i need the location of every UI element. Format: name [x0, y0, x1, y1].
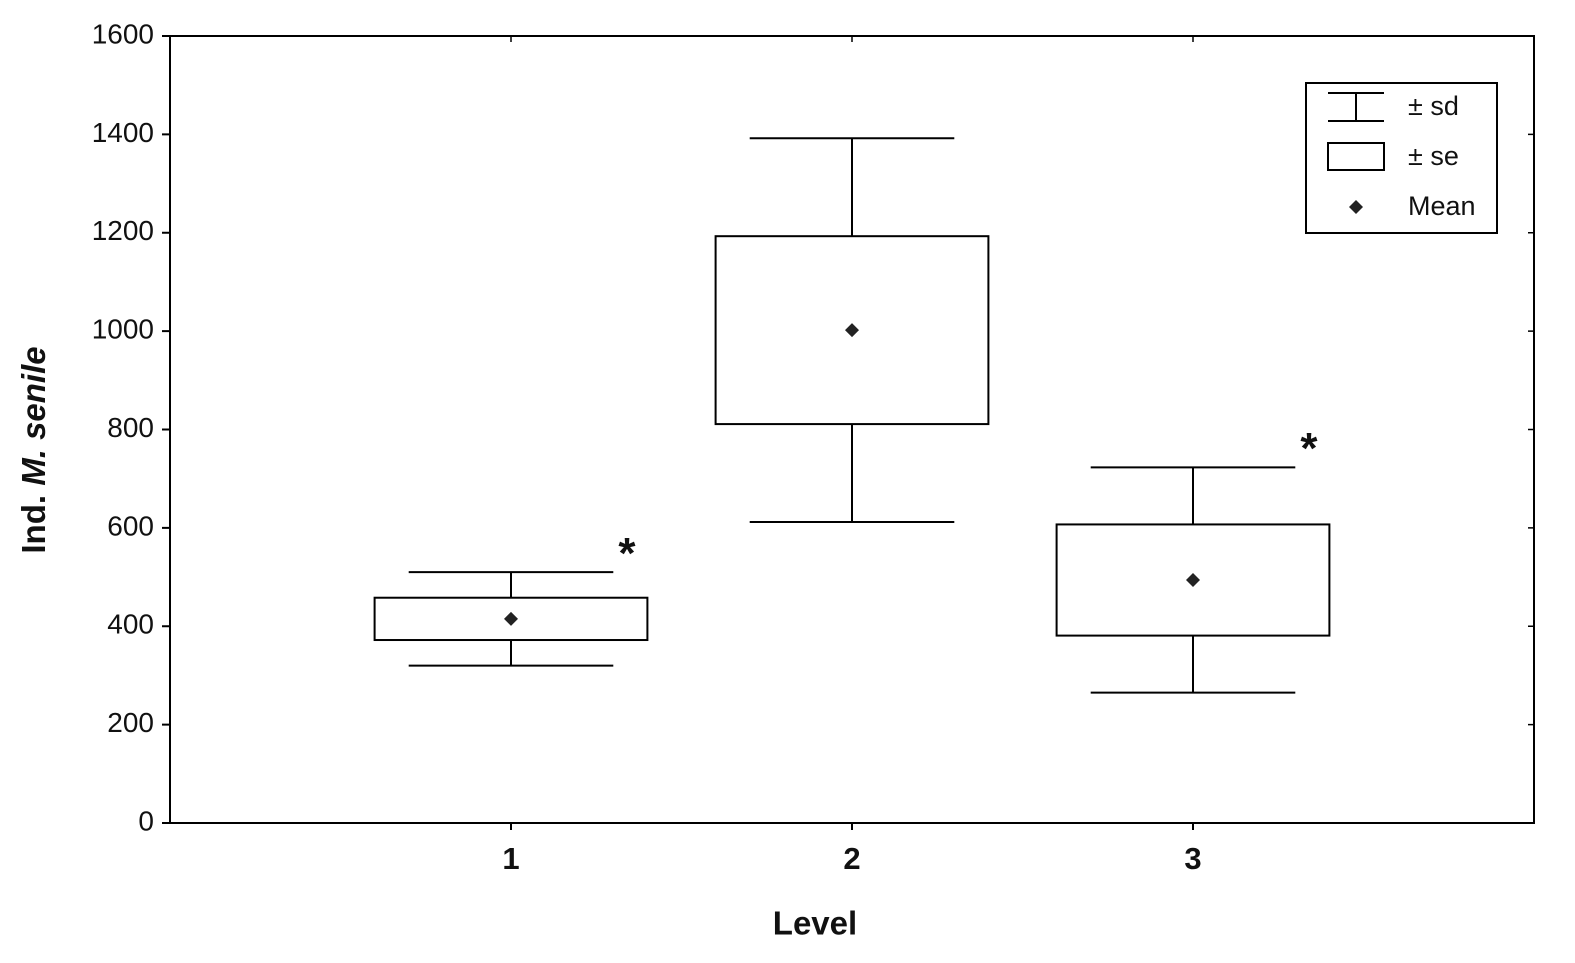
y-tick-label: 600	[107, 510, 154, 541]
annotation: *	[1300, 424, 1318, 473]
legend-mean-icon	[1349, 200, 1363, 214]
legend-label: ± sd	[1408, 91, 1459, 121]
y-label-species: M. senile	[15, 346, 52, 485]
mean-marker	[504, 611, 518, 626]
x-tick-label: 3	[1184, 841, 1201, 876]
y-tick-label: 400	[107, 609, 154, 640]
y-tick-label: 200	[107, 707, 154, 738]
x-tick-label: 1	[502, 841, 519, 876]
y-tick-label: 800	[107, 412, 154, 443]
legend-label: ± se	[1408, 141, 1459, 171]
y-tick-label: 1600	[92, 18, 154, 49]
y-label-prefix: Ind.	[15, 495, 52, 554]
y-tick-label: 0	[138, 805, 154, 836]
y-tick-label: 1000	[92, 314, 154, 345]
x-tick-label: 2	[843, 841, 860, 876]
annotation: *	[618, 529, 636, 578]
y-axis-label: Ind. M. senile	[15, 346, 52, 553]
legend-se-icon	[1327, 142, 1385, 171]
y-tick-label: 1200	[92, 215, 154, 246]
y-tick-label: 1400	[92, 117, 154, 148]
legend-label: Mean	[1408, 191, 1476, 221]
x-axis-label: Level	[773, 905, 857, 942]
mean-marker	[1186, 573, 1200, 588]
mean-marker	[845, 323, 859, 338]
